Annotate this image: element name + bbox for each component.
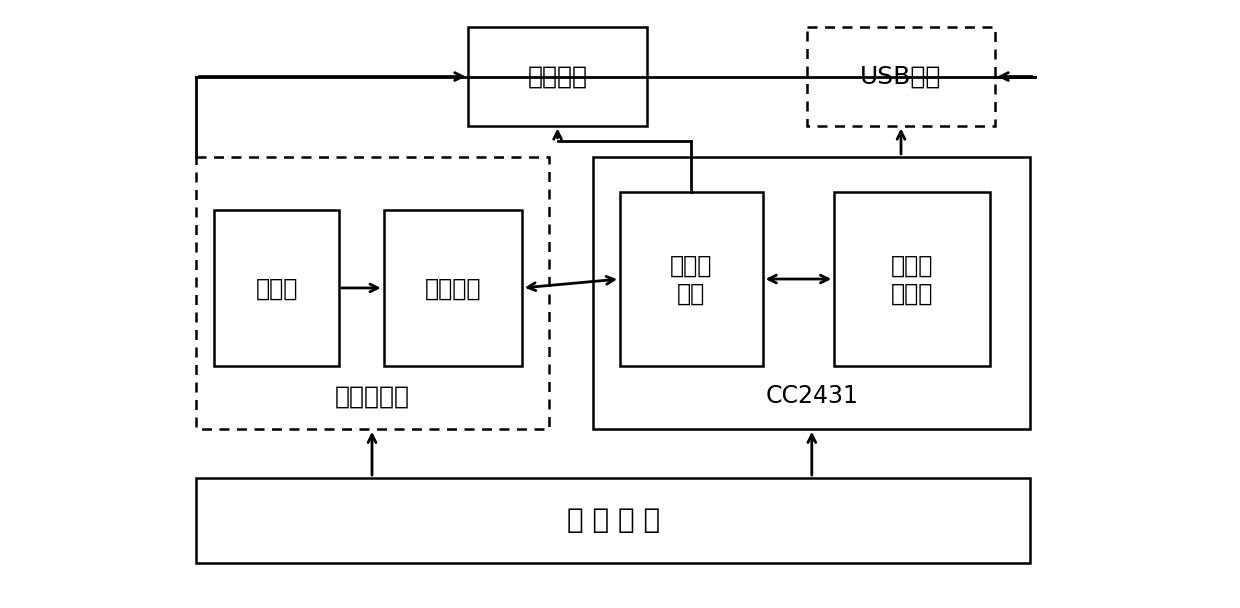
Text: 传感器: 传感器	[255, 277, 298, 300]
Text: 模数转换: 模数转换	[424, 277, 481, 300]
Bar	[593, 157, 1030, 429]
Text: 调试接口: 调试接口	[527, 64, 588, 89]
Text: 处理器
模块: 处理器 模块	[670, 254, 713, 305]
Bar	[215, 210, 339, 367]
Text: USB接口: USB接口	[861, 64, 941, 89]
Text: 电 源 模 块: 电 源 模 块	[567, 506, 660, 534]
Text: 无线通
信模块: 无线通 信模块	[892, 254, 934, 305]
Bar	[196, 157, 548, 429]
Bar	[835, 193, 991, 367]
Text: 传感器模块: 传感器模块	[335, 384, 410, 408]
Bar	[196, 478, 1030, 562]
Bar	[807, 27, 994, 126]
Bar	[383, 210, 522, 367]
Text: CC2431: CC2431	[765, 384, 858, 408]
Bar	[620, 193, 763, 367]
Bar	[469, 27, 647, 126]
